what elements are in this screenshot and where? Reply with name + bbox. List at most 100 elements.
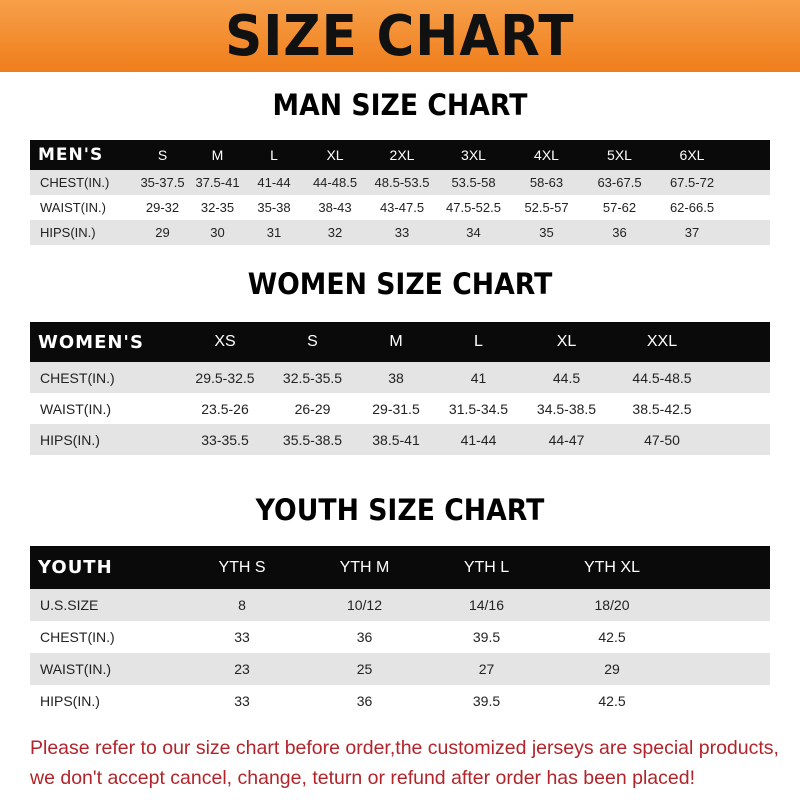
- size-header-cell: S: [135, 140, 190, 170]
- empty-cell: [728, 220, 770, 245]
- size-value-cell: 29: [135, 220, 190, 245]
- table-header-row: YOUTH YTH S YTH M YTH L YTH XL: [30, 546, 770, 589]
- table-corner-label: WOMEN'S: [30, 322, 180, 362]
- size-header-cell: XXL: [613, 322, 711, 362]
- youth-section-title: YOUTH SIZE CHART: [255, 493, 545, 527]
- size-value-cell: 47-50: [613, 424, 711, 455]
- size-value-cell: 33: [180, 685, 304, 717]
- size-value-cell: 34.5-38.5: [520, 393, 613, 424]
- empty-cell: [676, 621, 770, 653]
- measurement-label: HIPS(IN.): [30, 220, 135, 245]
- table-corner-label: MEN'S: [30, 140, 135, 170]
- size-value-cell: 27: [425, 653, 548, 685]
- size-value-cell: 52.5-57: [510, 195, 583, 220]
- size-header-cell: XL: [520, 322, 613, 362]
- banner-title: SIZE CHART: [225, 3, 575, 69]
- size-value-cell: 35: [510, 220, 583, 245]
- empty-cell: [711, 322, 770, 362]
- size-value-cell: 32.5-35.5: [270, 362, 355, 393]
- size-value-cell: 36: [583, 220, 656, 245]
- size-value-cell: 39.5: [425, 621, 548, 653]
- size-value-cell: 41-44: [437, 424, 520, 455]
- size-value-cell: 32: [303, 220, 367, 245]
- size-value-cell: 63-67.5: [583, 170, 656, 195]
- size-header-cell: S: [270, 322, 355, 362]
- size-header-cell: XL: [303, 140, 367, 170]
- empty-cell: [676, 589, 770, 621]
- size-value-cell: 23.5-26: [180, 393, 270, 424]
- empty-cell: [728, 170, 770, 195]
- table-row: WAIST(IN.) 23.5-26 26-29 29-31.5 31.5-34.5 34…: [30, 393, 770, 424]
- empty-cell: [676, 653, 770, 685]
- size-value-cell: 43-47.5: [367, 195, 437, 220]
- measurement-label: WAIST(IN.): [30, 653, 180, 685]
- table-header-row: WOMEN'S XS S M L XL XXL: [30, 322, 770, 362]
- empty-cell: [711, 362, 770, 393]
- size-header-cell: XS: [180, 322, 270, 362]
- size-value-cell: 39.5: [425, 685, 548, 717]
- size-value-cell: 38-43: [303, 195, 367, 220]
- table-row: CHEST(IN.) 33 36 39.5 42.5: [30, 621, 770, 653]
- order-notice-line-2: we don't accept cancel, change, teturn o…: [30, 767, 695, 789]
- men-section-title: MAN SIZE CHART: [272, 88, 528, 122]
- empty-cell: [728, 140, 770, 170]
- empty-cell: [711, 424, 770, 455]
- size-value-cell: 42.5: [548, 685, 676, 717]
- size-value-cell: 29: [548, 653, 676, 685]
- size-value-cell: 33-35.5: [180, 424, 270, 455]
- size-chart-banner: SIZE CHART: [0, 0, 800, 72]
- size-value-cell: 10/12: [304, 589, 425, 621]
- size-header-cell: YTH S: [180, 546, 304, 589]
- table-row: HIPS(IN.) 33-35.5 35.5-38.5 38.5-41 41-44 44-…: [30, 424, 770, 455]
- size-value-cell: 35.5-38.5: [270, 424, 355, 455]
- size-value-cell: 42.5: [548, 621, 676, 653]
- size-value-cell: 8: [180, 589, 304, 621]
- measurement-label: CHEST(IN.): [30, 170, 135, 195]
- measurement-label: HIPS(IN.): [30, 685, 180, 717]
- size-value-cell: 29-32: [135, 195, 190, 220]
- size-value-cell: 44-48.5: [303, 170, 367, 195]
- size-value-cell: 30: [190, 220, 245, 245]
- size-value-cell: 35-38: [245, 195, 303, 220]
- size-value-cell: 36: [304, 621, 425, 653]
- size-value-cell: 38: [355, 362, 437, 393]
- men-size-table: MEN'S S M L XL 2XL 3XL 4XL 5XL 6XL CHEST(IN.) 35-37…: [30, 140, 770, 245]
- size-header-cell: YTH L: [425, 546, 548, 589]
- order-notice-line-1: Please refer to our size chart before or…: [30, 737, 779, 759]
- table-row: CHEST(IN.) 29.5-32.5 32.5-35.5 38 41 44.5 44.5…: [30, 362, 770, 393]
- empty-cell: [728, 195, 770, 220]
- size-value-cell: 58-63: [510, 170, 583, 195]
- size-header-cell: M: [355, 322, 437, 362]
- size-header-cell: YTH XL: [548, 546, 676, 589]
- size-value-cell: 53.5-58: [437, 170, 510, 195]
- size-value-cell: 34: [437, 220, 510, 245]
- size-header-cell: 3XL: [437, 140, 510, 170]
- size-value-cell: 31.5-34.5: [437, 393, 520, 424]
- table-row: CHEST(IN.) 35-37.5 37.5-41 41-44 44-48.5 48.5…: [30, 170, 770, 195]
- size-value-cell: 62-66.5: [656, 195, 728, 220]
- size-header-cell: L: [437, 322, 520, 362]
- size-header-cell: 5XL: [583, 140, 656, 170]
- empty-cell: [711, 393, 770, 424]
- table-row: WAIST(IN.) 29-32 32-35 35-38 38-43 43-47.5 47.…: [30, 195, 770, 220]
- empty-cell: [676, 546, 770, 589]
- size-value-cell: 35-37.5: [135, 170, 190, 195]
- measurement-label: CHEST(IN.): [30, 621, 180, 653]
- size-value-cell: 23: [180, 653, 304, 685]
- size-header-cell: 4XL: [510, 140, 583, 170]
- size-value-cell: 38.5-41: [355, 424, 437, 455]
- measurement-label: WAIST(IN.): [30, 195, 135, 220]
- table-row: HIPS(IN.) 29 30 31 32 33 34 35 36 37: [30, 220, 770, 245]
- table-header-row: MEN'S S M L XL 2XL 3XL 4XL 5XL 6XL: [30, 140, 770, 170]
- table-row: WAIST(IN.) 23 25 27 29: [30, 653, 770, 685]
- size-value-cell: 33: [180, 621, 304, 653]
- measurement-label: U.S.SIZE: [30, 589, 180, 621]
- measurement-label: CHEST(IN.): [30, 362, 180, 393]
- size-value-cell: 29-31.5: [355, 393, 437, 424]
- size-value-cell: 48.5-53.5: [367, 170, 437, 195]
- size-value-cell: 37.5-41: [190, 170, 245, 195]
- size-header-cell: 6XL: [656, 140, 728, 170]
- size-value-cell: 44.5: [520, 362, 613, 393]
- women-size-table: WOMEN'S XS S M L XL XXL CHEST(IN.) 29.5-32.5 32.5…: [30, 322, 770, 455]
- size-value-cell: 29.5-32.5: [180, 362, 270, 393]
